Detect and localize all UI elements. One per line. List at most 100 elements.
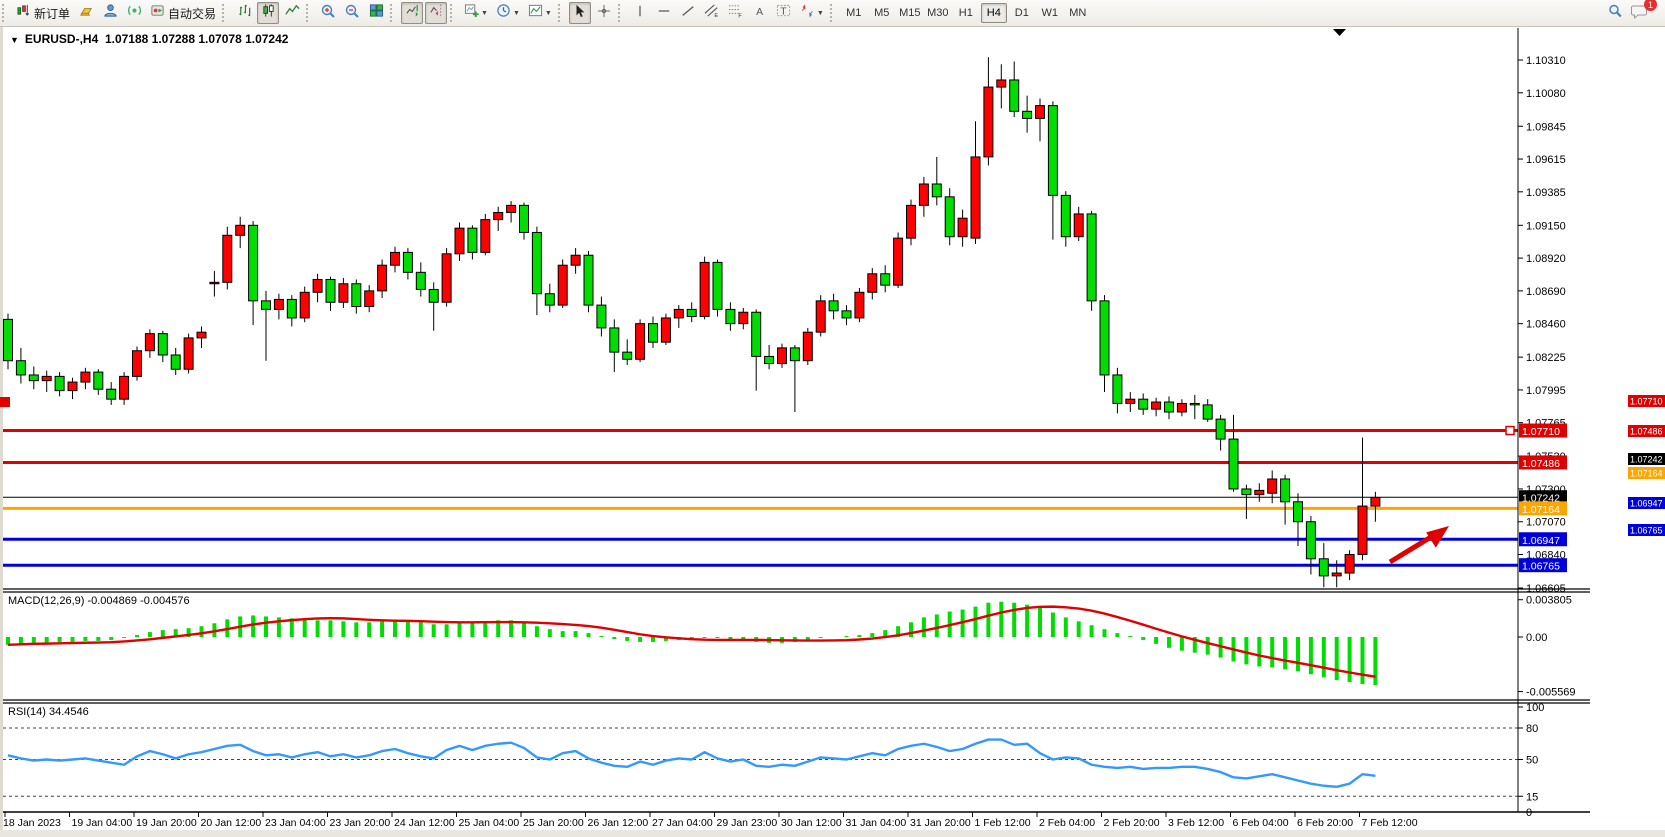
- arrow-head-icon: [1426, 526, 1449, 548]
- candle-body: [570, 254, 581, 266]
- time-tick-label: 2 Feb 20:00: [1104, 817, 1160, 829]
- price-tick-label: 1.08690: [1526, 286, 1566, 298]
- candle-body: [1202, 404, 1213, 420]
- toolbar-grip[interactable]: [222, 4, 230, 22]
- candle-body: [299, 291, 310, 319]
- notifications-button[interactable]: 1: [1628, 0, 1657, 24]
- arrows-button[interactable]: ▼: [797, 2, 827, 24]
- channel-icon: E: [704, 3, 719, 23]
- signal-icon: [127, 3, 142, 23]
- candle-body: [893, 237, 904, 286]
- edge-price-label: 1.07164: [1630, 469, 1663, 479]
- candle-body: [54, 375, 65, 392]
- candle-body: [1267, 478, 1278, 494]
- candle-body: [351, 283, 362, 308]
- price-line-label: 1.07710: [1522, 426, 1560, 438]
- svg-text:E: E: [715, 13, 719, 18]
- autotrading-label: 自动交易: [168, 6, 217, 21]
- candle-body: [196, 331, 207, 339]
- candlestick-chart-button[interactable]: [257, 2, 280, 24]
- edge-price-label-box: [1628, 425, 1665, 437]
- timeframe-button-h1[interactable]: H1: [958, 7, 973, 19]
- text-button[interactable]: A: [749, 2, 771, 24]
- line-handle[interactable]: [1505, 425, 1515, 436]
- candle-body: [751, 311, 762, 357]
- candle-body: [996, 79, 1007, 88]
- candle-body: [1125, 398, 1136, 404]
- add-indicator-icon: [464, 3, 479, 23]
- cursor-button[interactable]: [568, 2, 591, 24]
- vertical-line-button[interactable]: [629, 2, 651, 24]
- toolbar-grip[interactable]: [617, 4, 626, 22]
- toolbar-grip[interactable]: [2, 4, 10, 22]
- line-chart-button[interactable]: [281, 2, 303, 24]
- chevron-down-icon[interactable]: ▼: [544, 9, 552, 17]
- chart-shift-button[interactable]: [425, 2, 448, 24]
- svg-text:T: T: [781, 6, 788, 17]
- candle-body: [493, 211, 504, 221]
- toolbar-grip[interactable]: [306, 4, 314, 22]
- candle-body: [1047, 105, 1058, 196]
- annotation-arrow[interactable]: [1388, 526, 1449, 565]
- candle-body: [970, 156, 981, 239]
- timeframe-button-h4[interactable]: H4: [980, 3, 1007, 23]
- edge-price-label: 1.06765: [1630, 526, 1663, 536]
- timeframe-button-mn[interactable]: MN: [1069, 7, 1087, 19]
- candle-body: [506, 204, 517, 213]
- new-order-label: 新订单: [34, 6, 71, 21]
- community-button[interactable]: [99, 2, 121, 24]
- text-label-button[interactable]: T: [773, 2, 795, 24]
- candle-body: [235, 224, 246, 236]
- search-button[interactable]: [1604, 2, 1626, 24]
- toolbar-grip[interactable]: [390, 4, 398, 22]
- toolbar-grip[interactable]: [829, 4, 838, 22]
- timeframe-button-m30[interactable]: M30: [927, 7, 949, 19]
- timeframe-button-d1[interactable]: D1: [1014, 7, 1029, 19]
- auto-scroll-button[interactable]: [401, 2, 424, 24]
- chevron-down-icon[interactable]: ▼: [481, 9, 488, 17]
- timeframe-button-m15[interactable]: M15: [899, 7, 921, 19]
- toolbar-grip[interactable]: [557, 4, 566, 22]
- signals-button[interactable]: [123, 2, 145, 24]
- templates-button[interactable]: ▼: [525, 2, 555, 24]
- equidistant-channel-button[interactable]: E: [701, 2, 723, 24]
- time-tick-label: 25 Jan 20:00: [523, 817, 584, 829]
- candle-body: [325, 278, 336, 303]
- timeframe-button-w1[interactable]: W1: [1041, 7, 1059, 19]
- candle-body: [519, 204, 529, 233]
- tile-windows-button[interactable]: [365, 2, 387, 24]
- price-axis[interactable]: 1.10310 1.10080 1.09845 1.09615 1.09385 1.091…: [1518, 55, 1567, 595]
- timeframe-button-m1[interactable]: M1: [846, 7, 862, 19]
- periods-button[interactable]: ▼: [493, 2, 523, 24]
- trendline-button[interactable]: [677, 2, 699, 24]
- price-line-label-box: [1519, 455, 1567, 470]
- fibonacci-button[interactable]: F: [725, 2, 747, 24]
- person-icon: [103, 3, 118, 23]
- timeframe-button-m5[interactable]: M5: [874, 7, 890, 19]
- candle-body: [944, 196, 955, 238]
- chart-menu-icon[interactable]: ▼: [10, 35, 19, 45]
- indicators-button[interactable]: ▼: [461, 2, 491, 24]
- candle-body: [789, 347, 800, 362]
- zoom-out-button[interactable]: [341, 2, 363, 24]
- candle-body: [660, 317, 671, 343]
- price-tick-label: 1.10310: [1526, 55, 1566, 67]
- zoom-out-icon: [344, 3, 360, 24]
- zoom-in-button[interactable]: [317, 2, 339, 24]
- horizontal-line-button[interactable]: [653, 2, 675, 24]
- price-tick-label: 1.09845: [1526, 121, 1566, 133]
- autotrading-button[interactable]: 自动交易: [147, 2, 219, 24]
- toolbar-grip[interactable]: [450, 4, 458, 22]
- candle-body: [802, 331, 813, 362]
- time-axis[interactable]: 18 Jan 2023 19 Jan 04:00 19 Jan 20:00 20 Ja…: [3, 812, 1418, 829]
- candle-body: [183, 337, 194, 370]
- candle-body: [931, 183, 942, 198]
- chevron-down-icon[interactable]: ▼: [512, 9, 520, 17]
- bar-chart-button[interactable]: [233, 2, 255, 24]
- chevron-down-icon[interactable]: ▼: [816, 9, 824, 17]
- new-order-button[interactable]: 新订单: [13, 2, 73, 24]
- candle-body: [454, 227, 465, 255]
- market-watch-button[interactable]: [75, 2, 97, 24]
- crosshair-button[interactable]: [593, 2, 615, 24]
